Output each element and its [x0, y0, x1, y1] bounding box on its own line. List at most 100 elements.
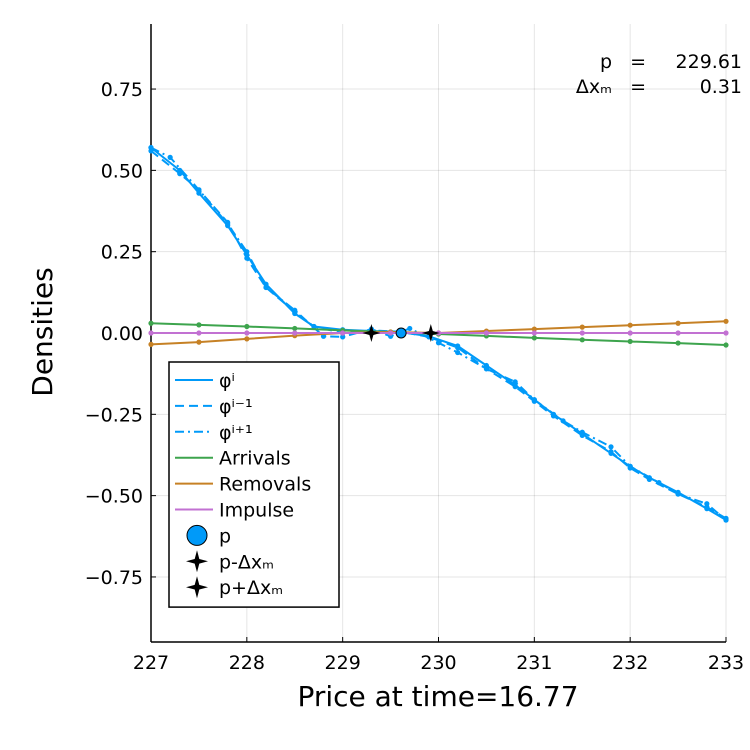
- x-tick-label: 228: [229, 652, 265, 674]
- series-point-2: [579, 429, 585, 435]
- series-point-3: [675, 340, 681, 346]
- annotation-equals: =: [630, 76, 646, 98]
- series-point-5: [483, 330, 490, 336]
- series-point-2: [225, 221, 231, 227]
- series-point-2: [704, 501, 710, 507]
- series-point-1: [512, 384, 518, 390]
- marker-2: [421, 324, 440, 342]
- y-tick-label: 0.25: [101, 242, 143, 264]
- series-point-5: [148, 330, 154, 336]
- legend-label-4: Removals: [219, 474, 311, 496]
- series-point-5: [579, 330, 585, 336]
- series-point-2: [263, 284, 269, 291]
- series-point-4: [196, 339, 202, 345]
- series-point-5: [244, 330, 250, 336]
- series-point-3: [196, 322, 202, 328]
- series-point-2: [148, 145, 154, 151]
- series-point-2: [167, 154, 173, 160]
- series-point-1: [608, 449, 614, 455]
- legend-marker-2: [186, 576, 208, 599]
- series-point-4: [627, 322, 633, 328]
- series-point-2: [512, 379, 518, 385]
- series-point-5: [196, 330, 202, 336]
- series-line-1: [150, 150, 727, 520]
- series-point-5: [292, 330, 298, 336]
- series-point-2: [196, 187, 202, 193]
- series-point-3: [723, 342, 729, 348]
- series-point-2: [608, 444, 614, 450]
- series-point-3: [627, 338, 633, 345]
- y-tick-label: 0.50: [101, 160, 143, 182]
- series-point-2: [244, 249, 250, 255]
- x-tick-label: 233: [708, 652, 744, 674]
- legend-label-5: Impulse: [219, 500, 294, 522]
- x-tick-labels: 227 228 229 230 231 232 233: [133, 652, 744, 674]
- y-tick-label: −0.50: [85, 486, 143, 508]
- annotation-value: 229.61: [676, 51, 742, 73]
- series-point-5: [627, 330, 633, 336]
- series-point-2: [455, 349, 461, 356]
- series-point-4: [675, 320, 681, 326]
- series-point-2: [723, 517, 729, 523]
- series-point-4: [531, 326, 537, 332]
- legend-label-2: φⁱ⁺¹: [219, 422, 253, 444]
- series-point-2: [656, 480, 662, 486]
- y-tick-labels: −0.75 −0.50 −0.25 0.00 0.25 0.50 0.75: [85, 79, 143, 589]
- legend-marker-0: [186, 524, 208, 546]
- series-point-2: [292, 307, 298, 313]
- series-layer: [148, 145, 729, 523]
- legend-marker-label-0: p: [219, 525, 231, 547]
- series-point-2: [560, 418, 566, 424]
- series-point-4: [148, 341, 154, 347]
- annotation-label: Δxₘ: [576, 76, 612, 98]
- x-axis-title: Price at time=16.77: [297, 680, 578, 713]
- marker-layer: [362, 324, 440, 342]
- x-tick-label: 230: [420, 652, 456, 674]
- x-tick-label: 227: [133, 652, 169, 674]
- legend-marker-label-2: p+Δxₘ: [219, 577, 283, 599]
- annotation-equals: =: [630, 51, 646, 73]
- legend-label-1: φⁱ⁻¹: [219, 396, 253, 418]
- series-point-3: [579, 337, 585, 343]
- legend-marker-label-1: p-Δxₘ: [219, 551, 274, 573]
- x-tick-label: 231: [516, 652, 552, 674]
- marker-0: [395, 327, 407, 339]
- y-tick-label: −0.25: [85, 404, 143, 426]
- marker-1: [362, 324, 381, 342]
- series-point-3: [292, 325, 298, 332]
- annotation-value: 0.31: [700, 76, 742, 98]
- series-point-4: [579, 324, 585, 330]
- y-tick-label: 0.75: [101, 79, 143, 101]
- legend: φⁱ φⁱ⁻¹ φⁱ⁺¹ Arrivals Removals Impulse p p-Δxₘ p…: [168, 361, 340, 608]
- series-point-3: [531, 335, 537, 341]
- series-point-4: [723, 318, 729, 324]
- series-point-2: [407, 325, 413, 332]
- series-point-4: [244, 336, 250, 342]
- annotation-box: p = 229.61 Δxₘ = 0.31: [576, 51, 742, 98]
- series-point-1: [455, 345, 461, 351]
- annotation-label: p: [600, 51, 612, 73]
- series-point-5: [340, 330, 346, 336]
- y-tick-label: 0.00: [101, 323, 143, 345]
- series-point-2: [435, 340, 442, 346]
- series-point-2: [483, 366, 490, 372]
- legend-label-0: φⁱ: [219, 370, 235, 392]
- x-tick-label: 229: [325, 652, 361, 674]
- y-tick-label: −0.75: [85, 567, 143, 589]
- series-point-1: [244, 255, 250, 261]
- series-point-5: [723, 330, 729, 336]
- y-axis-title: Densities: [26, 267, 59, 396]
- series-point-5: [387, 330, 394, 336]
- legend-marker-1: [186, 550, 208, 573]
- series-point-3: [148, 320, 154, 326]
- series-point-3: [244, 323, 250, 330]
- series-point-5: [531, 330, 537, 336]
- series-point-2: [675, 491, 681, 497]
- legend-label-3: Arrivals: [219, 448, 291, 470]
- series-point-2: [340, 334, 346, 340]
- series-point-5: [675, 330, 681, 336]
- series-point-1: [177, 171, 183, 177]
- series-point-2: [531, 397, 537, 403]
